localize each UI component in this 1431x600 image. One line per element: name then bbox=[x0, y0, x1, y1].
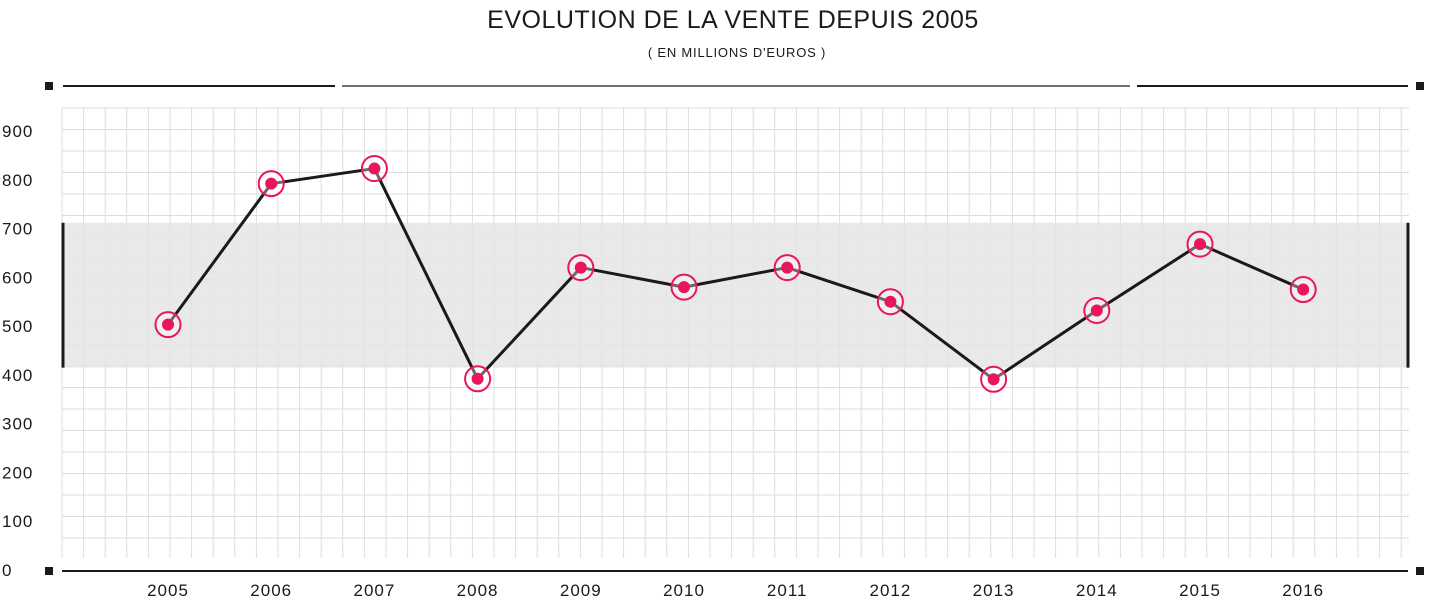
data-point bbox=[1083, 297, 1111, 325]
band-area bbox=[61, 222, 1410, 368]
x-tick-label: 2015 bbox=[1179, 581, 1221, 600]
data-point bbox=[773, 254, 801, 282]
data-point bbox=[876, 288, 904, 316]
data-point bbox=[980, 365, 1008, 393]
data-point-dot bbox=[1090, 304, 1103, 317]
data-point bbox=[670, 273, 698, 301]
data-point-dot bbox=[471, 372, 484, 385]
y-tick-label: 800 bbox=[2, 171, 33, 190]
y-tick-label: 600 bbox=[2, 268, 33, 287]
chart-frame bbox=[45, 82, 1424, 575]
chart-subtitle: ( EN MILLIONS D'EUROS ) bbox=[648, 45, 826, 60]
data-point bbox=[360, 155, 388, 183]
data-point bbox=[1289, 276, 1317, 304]
series-line bbox=[166, 167, 1304, 381]
x-axis: 2005 2006 2007 2008 2009 2010 2011 2012 2013 2014… bbox=[147, 581, 1324, 600]
data-point-dot bbox=[781, 261, 794, 274]
x-tick-label: 2007 bbox=[353, 581, 395, 600]
x-tick-label: 2014 bbox=[1076, 581, 1118, 600]
x-tick-label: 2009 bbox=[560, 581, 602, 600]
x-tick-label: 2010 bbox=[663, 581, 705, 600]
data-points bbox=[154, 155, 1317, 393]
x-tick-label: 2012 bbox=[869, 581, 911, 600]
data-point bbox=[464, 365, 492, 393]
frame-square-top-left bbox=[45, 82, 53, 90]
frame-square-top-right bbox=[1416, 82, 1424, 90]
data-point-dot bbox=[162, 318, 174, 331]
chart-title: EVOLUTION DE LA VENTE DEPUIS 2005 bbox=[487, 6, 979, 34]
data-point bbox=[154, 311, 182, 339]
data-point-dot bbox=[1297, 283, 1310, 296]
x-tick-label: 2006 bbox=[250, 581, 292, 600]
data-point-dot bbox=[678, 281, 690, 294]
y-tick-label: 900 bbox=[2, 122, 33, 141]
x-tick-label: 2005 bbox=[147, 581, 189, 600]
data-point bbox=[1186, 230, 1214, 258]
x-tick-label: 2013 bbox=[973, 581, 1015, 600]
y-tick-label: 100 bbox=[2, 512, 33, 531]
y-tick-label: 0 bbox=[2, 561, 12, 580]
frame-square-bottom-left bbox=[45, 567, 53, 575]
data-point bbox=[567, 254, 595, 282]
series-polyline bbox=[166, 167, 1304, 381]
x-tick-label: 2008 bbox=[457, 581, 499, 600]
x-tick-label: 2016 bbox=[1282, 581, 1324, 600]
data-point-dot bbox=[265, 177, 278, 190]
y-tick-label: 500 bbox=[2, 317, 33, 336]
data-point-dot bbox=[574, 261, 587, 274]
data-point-dot bbox=[884, 295, 897, 308]
x-tick-label: 2011 bbox=[767, 581, 808, 600]
y-tick-label: 700 bbox=[2, 220, 33, 239]
y-tick-label: 300 bbox=[2, 415, 33, 434]
data-point bbox=[257, 170, 285, 198]
y-axis: 0 100 200 300 400 500 600 700 800 900 bbox=[2, 122, 33, 580]
y-tick-label: 400 bbox=[2, 366, 33, 385]
data-point-dot bbox=[987, 373, 1000, 386]
data-point-dot bbox=[1194, 238, 1206, 251]
data-point-dot bbox=[368, 162, 381, 175]
frame-square-bottom-right bbox=[1416, 567, 1424, 575]
y-tick-label: 200 bbox=[2, 463, 33, 482]
band-rect bbox=[62, 222, 1409, 368]
